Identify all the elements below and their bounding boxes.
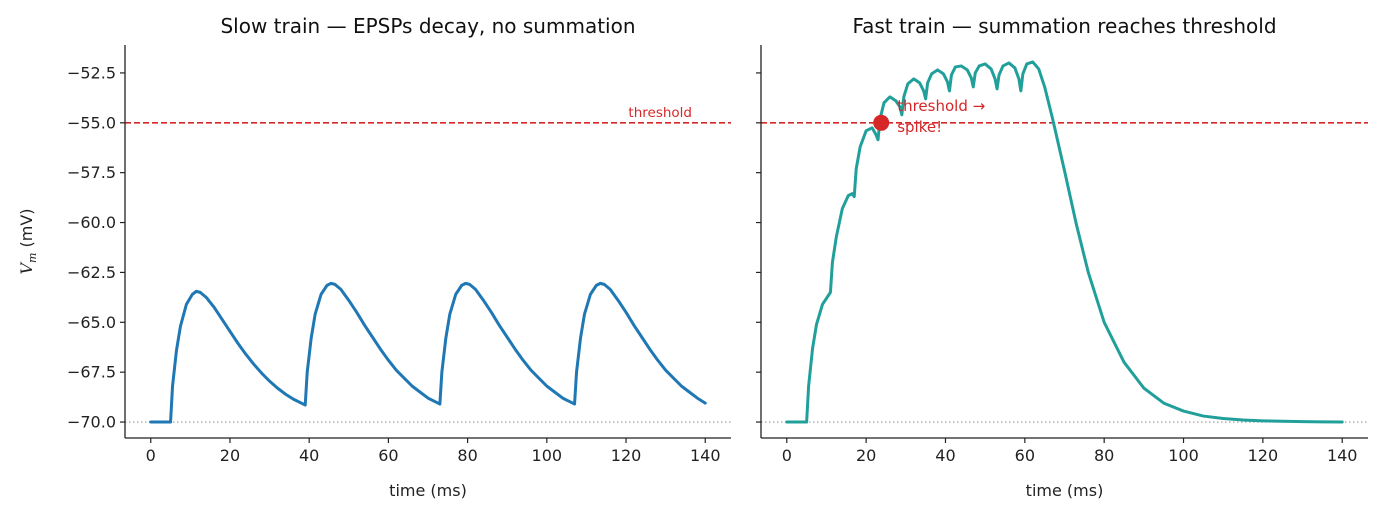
x-axis-label: time (ms) bbox=[389, 481, 467, 500]
x-tick-label: 20 bbox=[856, 446, 876, 465]
x-tick-label: 120 bbox=[1248, 446, 1279, 465]
x-tick-label: 0 bbox=[782, 446, 792, 465]
x-tick-label: 120 bbox=[611, 446, 642, 465]
y-axis-label-symbol: V bbox=[17, 262, 36, 275]
x-tick-label: 80 bbox=[1094, 446, 1114, 465]
y-tick-label: −52.5 bbox=[67, 63, 116, 82]
membrane-potential-line bbox=[785, 60, 1344, 424]
x-tick-label: 140 bbox=[1327, 446, 1358, 465]
chart-title: Fast train — summation reaches threshold bbox=[852, 14, 1276, 38]
y-axis-label: Vm (mV) bbox=[17, 208, 39, 274]
x-tick-label: 100 bbox=[532, 446, 563, 465]
y-tick-label: −67.5 bbox=[67, 363, 116, 382]
right-chart-panel: 0 20 40 60 80 100 120 140 Fast train — summation… bbox=[756, 14, 1368, 500]
x-tick-label: 100 bbox=[1168, 446, 1199, 465]
chart-title: Slow train — EPSPs decay, no summation bbox=[220, 14, 635, 38]
x-tick-label: 20 bbox=[220, 446, 240, 465]
threshold-crossing-marker bbox=[873, 114, 890, 131]
y-tick-label: −65.0 bbox=[67, 313, 116, 332]
y-tick-label: −62.5 bbox=[67, 263, 116, 282]
x-tick-label: 40 bbox=[935, 446, 955, 465]
y-axis-label-unit: (mV) bbox=[17, 208, 36, 252]
membrane-potential-line bbox=[149, 281, 707, 424]
y-tick-label: −55.0 bbox=[67, 113, 116, 132]
x-tick-label: 60 bbox=[378, 446, 398, 465]
x-tick-label: 80 bbox=[457, 446, 477, 465]
threshold-label: threshold bbox=[628, 105, 692, 121]
spike-label-line2: spike! bbox=[897, 118, 942, 136]
x-tick-label: 140 bbox=[690, 446, 721, 465]
x-tick-label: 60 bbox=[1015, 446, 1035, 465]
x-tick-label: 40 bbox=[299, 446, 319, 465]
y-tick-label: −60.0 bbox=[67, 213, 116, 232]
x-axis-label: time (ms) bbox=[1026, 481, 1104, 500]
x-tick-label: 0 bbox=[146, 446, 156, 465]
y-tick-label: −70.0 bbox=[67, 413, 116, 432]
y-tick-label: −57.5 bbox=[67, 163, 116, 182]
left-chart-panel: 0 20 40 60 80 100 120 140 −52.5 −55.0 −57.5 −60.0 −6… bbox=[17, 14, 731, 500]
spike-label-line1: threshold → bbox=[897, 97, 985, 115]
y-axis-label-subscript: m bbox=[26, 253, 39, 263]
